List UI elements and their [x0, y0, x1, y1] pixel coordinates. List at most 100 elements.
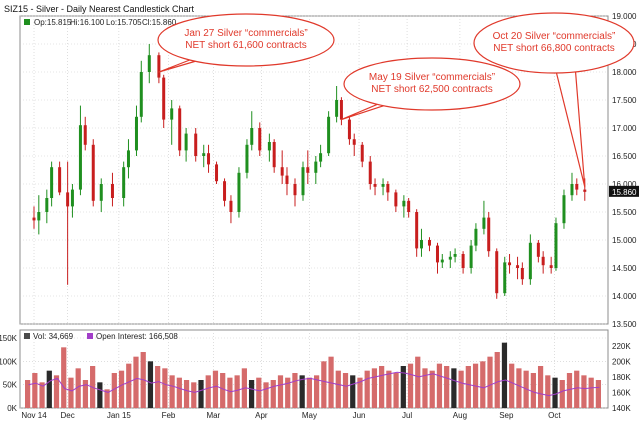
ohlc-close: Cl:15.860 [142, 18, 177, 27]
candle-body [352, 139, 356, 145]
candle-body [91, 144, 95, 201]
volume-bar [75, 368, 81, 408]
x-tick-label: Jul [402, 411, 412, 420]
candle-body [482, 217, 486, 229]
volume-bar [357, 377, 363, 408]
candle-body [50, 167, 54, 198]
price-tick-label: 17.500 [612, 96, 637, 105]
candle-body [78, 125, 82, 190]
volume-bar [111, 373, 117, 408]
volume-bar [205, 375, 211, 408]
volume-bar [270, 380, 276, 408]
price-tick-label: 17.000 [612, 124, 637, 133]
candle-body [453, 254, 457, 257]
volume-tick-label: 150K [0, 334, 18, 343]
candle-body [448, 256, 452, 260]
candle-body [360, 144, 364, 162]
x-tick-label: May [302, 411, 317, 420]
candle-body [381, 184, 385, 187]
volume-bar [61, 347, 67, 408]
volume-tick-label: 50K [3, 381, 18, 390]
x-tick-label: Jun [353, 411, 366, 420]
volume-bar [314, 375, 320, 408]
price-tick-label: 19.000 [612, 12, 637, 21]
candle-body [126, 150, 130, 168]
ohlc-open: Op:15.815 [34, 18, 72, 27]
price-tick-label: 18.000 [612, 68, 637, 77]
volume-bar [537, 366, 544, 408]
volume-bar [429, 370, 435, 408]
candle-body [301, 167, 305, 196]
candle-body [285, 175, 289, 184]
callout-seam [555, 63, 575, 68]
candle-body [223, 181, 227, 201]
callout-bubble [343, 57, 521, 111]
ohlc-high: Hi:16.100 [70, 18, 105, 27]
volume-bar [263, 382, 269, 408]
candle-body [110, 184, 114, 198]
candle-body [162, 77, 166, 120]
candle-body [99, 184, 103, 201]
candle-body [202, 153, 206, 156]
candle-body [373, 184, 377, 187]
x-tick-label: Dec [61, 411, 75, 420]
volume-bar [516, 368, 522, 408]
volume-bar [400, 366, 406, 408]
volume-bar [415, 356, 421, 408]
volume-bar [321, 361, 327, 408]
candle-body [419, 240, 423, 249]
volume-bar [581, 375, 587, 408]
x-tick-label: Aug [453, 411, 467, 420]
volume-bar [480, 361, 486, 408]
candle-body [575, 184, 579, 190]
volume-bar [530, 373, 536, 408]
candle-body [394, 192, 398, 207]
volume-bar [53, 375, 60, 408]
candle-body [474, 228, 478, 246]
candle-body [368, 161, 372, 184]
candle-body [178, 108, 182, 151]
volume-bar [574, 370, 580, 408]
volume-bar [292, 373, 298, 408]
volume-bar [118, 370, 125, 408]
price-tick-label: 15.500 [612, 208, 637, 217]
volume-bar [545, 375, 551, 408]
volume-bar [25, 380, 31, 408]
volume-bar [386, 370, 392, 408]
callout-seam [390, 95, 410, 100]
candle-body [570, 184, 574, 196]
price-tick-label: 16.500 [612, 152, 637, 161]
price-tick-label: 15.000 [612, 236, 637, 245]
candle-body [280, 167, 284, 176]
volume-bar [444, 366, 450, 408]
last-price-marker: 15.860 [609, 185, 639, 197]
candle-body [347, 119, 351, 140]
candle-body [427, 240, 431, 246]
volume-bar [248, 380, 255, 408]
price-tick-label: 14.000 [612, 292, 637, 301]
candle-body [272, 142, 276, 168]
volume-bar [436, 363, 443, 408]
open-interest-tick-label: 200K [612, 357, 631, 366]
candle-body [207, 153, 211, 165]
volume-bar [465, 366, 471, 408]
volume-bar [494, 352, 500, 408]
callout-text: NET short 62,500 contracts [371, 84, 493, 95]
candle-body [319, 153, 323, 162]
candle-body [461, 254, 465, 268]
volume-bar [68, 377, 74, 408]
candle-body [386, 184, 390, 193]
candle-body [139, 72, 143, 117]
candle-body [495, 251, 499, 294]
candle-body [536, 242, 540, 257]
chart-title: SIZ15 - Silver - Daily Nearest Candlesti… [4, 4, 195, 14]
candle-body [237, 172, 241, 212]
volume-bar [501, 342, 508, 408]
x-tick-label: Apr [255, 411, 268, 420]
volume-bar [559, 380, 565, 408]
volume-label: Vol: 34,669 [33, 332, 74, 341]
candle-body [122, 167, 126, 198]
volume-bar [82, 380, 89, 408]
volume-bar [451, 368, 457, 408]
volume-bar [299, 375, 305, 408]
